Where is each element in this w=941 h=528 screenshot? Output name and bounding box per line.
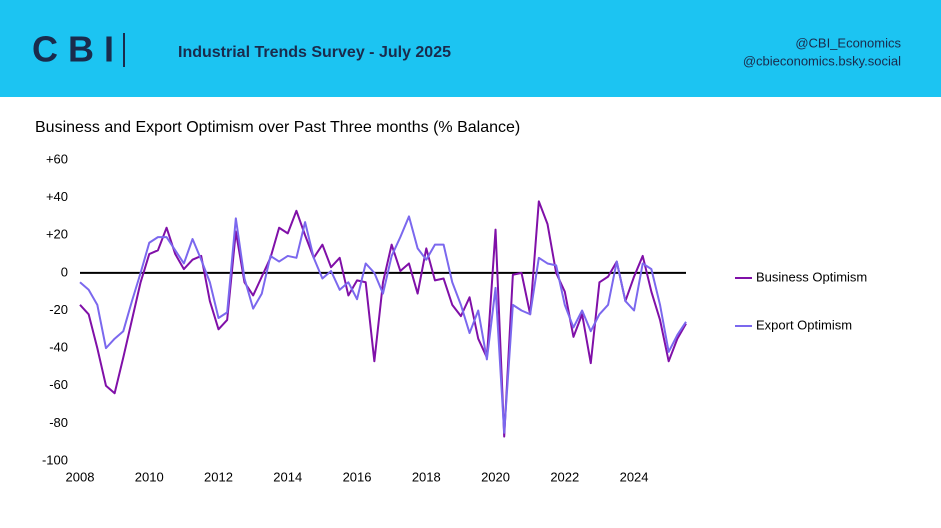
y-tick-label: +40 — [46, 189, 68, 204]
y-tick-label: +60 — [46, 151, 68, 166]
logo: CBI — [32, 29, 124, 70]
x-tick-label: 2022 — [550, 469, 579, 484]
handle-x: @CBI_Economics — [795, 35, 901, 50]
header-bar — [0, 0, 941, 97]
logo-bar — [123, 33, 125, 67]
y-tick-label: -80 — [49, 415, 68, 430]
y-tick-label: -60 — [49, 377, 68, 392]
y-tick-label: 0 — [61, 264, 68, 279]
x-tick-label: 2020 — [481, 469, 510, 484]
x-tick-label: 2016 — [343, 469, 372, 484]
series-line — [79, 215, 687, 434]
header-title: Industrial Trends Survey - July 2025 — [178, 44, 451, 61]
x-tick-label: 2012 — [204, 469, 233, 484]
y-tick-label: -40 — [49, 340, 68, 355]
y-tick-label: +20 — [46, 227, 68, 242]
x-tick-label: 2014 — [273, 469, 302, 484]
x-tick-label: 2008 — [66, 469, 95, 484]
x-tick-label: 2024 — [620, 469, 649, 484]
x-tick-label: 2018 — [412, 469, 441, 484]
y-tick-label: -20 — [49, 302, 68, 317]
series-line — [79, 200, 687, 438]
x-tick-label: 2010 — [135, 469, 164, 484]
handle-bsky: @cbieconomics.bsky.social — [743, 53, 901, 68]
y-tick-label: -100 — [42, 452, 68, 467]
legend-label: Export Optimism — [756, 317, 852, 332]
chart-title: Business and Export Optimism over Past T… — [35, 119, 520, 136]
legend-label: Business Optimism — [756, 269, 867, 284]
